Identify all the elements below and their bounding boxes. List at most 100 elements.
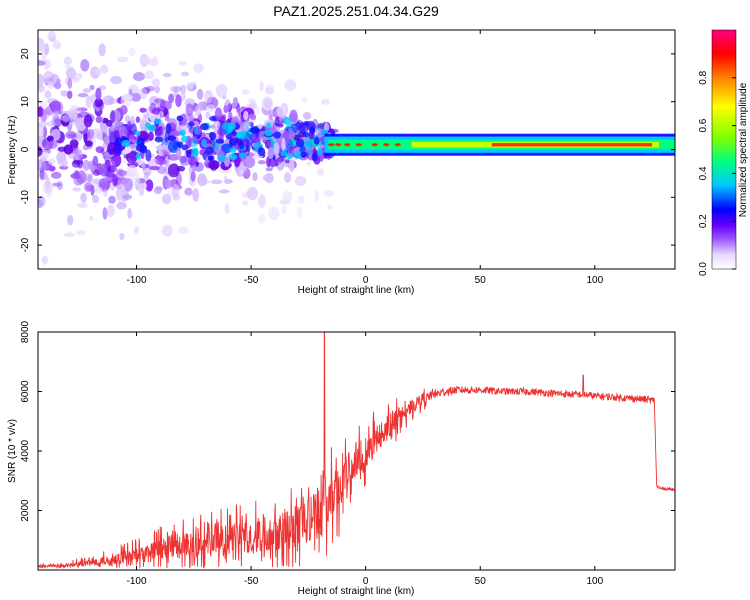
heatmap-blob (42, 180, 54, 194)
heatmap-blob (248, 98, 256, 104)
heatmap-blob (210, 124, 216, 129)
heatmap-blob (64, 64, 73, 69)
heatmap-blob (117, 56, 129, 63)
colorbar-label: Normalized spectral amplitude (738, 82, 749, 217)
heatmap-bright-spot (228, 153, 238, 161)
heatmap-blob (252, 171, 258, 182)
heatmap-blob (83, 114, 93, 128)
heatmap-blob (123, 177, 133, 192)
heatmap-blob (42, 254, 48, 267)
heatmap-blob (107, 165, 118, 173)
heatmap-blob (38, 160, 47, 172)
heatmap-blob (48, 139, 58, 150)
heatmap-bright-spot (300, 152, 308, 158)
heatmap-blob (154, 85, 161, 94)
heatmap-blob (43, 73, 53, 78)
heatmap-blob (138, 182, 145, 196)
heatmap-blob (111, 153, 122, 168)
heatmap-blob (165, 123, 172, 134)
heatmap-blob (223, 105, 229, 114)
heatmap-blob (281, 204, 287, 215)
heatmap-blob (190, 171, 196, 182)
heatmap-blob (210, 179, 223, 185)
heatmap-bright-spot (229, 147, 237, 153)
heatmap-bright-spot (265, 122, 271, 129)
heatmap-y-axis-label: Frequency (Hz) (7, 116, 18, 185)
heatmap-bright-spot (167, 135, 177, 141)
heatmap-bright-spot (154, 118, 162, 125)
heatmap-blob (257, 214, 266, 224)
stable-band-red-spot (394, 143, 401, 147)
heatmap-blob (38, 146, 43, 157)
heatmap-blob (204, 89, 213, 104)
heatmap-y-tick-label: 10 (20, 96, 31, 108)
heatmap-blob (82, 159, 91, 171)
heatmap-blob (179, 155, 188, 164)
heatmap-blob (178, 226, 189, 235)
heatmap-bright-spot (311, 153, 318, 162)
heatmap-blob (139, 118, 146, 131)
colorbar-tick-label: 0.2 (698, 214, 709, 228)
heatmap-blob (106, 204, 115, 218)
snr-x-tick-label: -50 (244, 576, 259, 587)
heatmap-blob (167, 163, 180, 178)
heatmap-blob (44, 62, 49, 71)
heatmap-blob (80, 58, 90, 72)
heatmap-blob (263, 98, 273, 109)
heatmap-blob (118, 125, 128, 139)
heatmap-blob (67, 133, 77, 138)
heatmap-blob (60, 90, 69, 97)
heatmap-blob (106, 119, 113, 128)
heatmap-blob (218, 189, 230, 194)
heatmap-blob (129, 123, 137, 136)
heatmap-blob (232, 97, 238, 107)
heatmap-blob (297, 195, 305, 204)
heatmap-blob (38, 84, 45, 93)
heatmap-blob (94, 186, 103, 195)
heatmap-blob (71, 159, 81, 168)
heatmap-blob (265, 140, 273, 148)
heatmap-bright-spot (200, 123, 209, 131)
heatmap-bright-spot (303, 120, 310, 126)
heatmap-blob (72, 108, 78, 121)
heatmap-blob (176, 147, 182, 160)
heatmap-blob (267, 147, 274, 160)
snr-y-tick-label: 6000 (20, 380, 31, 403)
colorbar-tick-label: 0.0 (698, 262, 709, 276)
heatmap-blob (143, 113, 150, 120)
heatmap-blob (289, 109, 298, 123)
heatmap-blob (184, 187, 193, 196)
heatmap-bright-spot (227, 122, 237, 130)
heatmap-bright-spot (285, 153, 294, 160)
heatmap-blob (161, 193, 172, 205)
heatmap-blob (47, 30, 56, 42)
heatmap-blob (38, 125, 45, 139)
colorbar-gradient (711, 29, 737, 270)
heatmap-blob (38, 115, 46, 123)
snr-y-tick-label: 2000 (20, 499, 31, 522)
heatmap-bright-spot (313, 136, 320, 145)
heatmap-blob (110, 75, 122, 85)
heatmap-blob (294, 175, 307, 186)
colorbar: 0.0 0.2 0.4 0.6 0.8 Normalized spectral ampl… (698, 29, 749, 276)
heatmap-blob (89, 84, 95, 91)
heatmap-bright-spot (140, 145, 148, 154)
heatmap-x-tick-label: 100 (586, 275, 603, 286)
heatmap-blob (56, 101, 64, 114)
heatmap-blob (108, 195, 116, 204)
heatmap-blob (67, 77, 73, 89)
heatmap-blob (49, 100, 62, 113)
heatmap-blob (152, 78, 161, 87)
heatmap-blob (178, 60, 187, 66)
heatmap-blob (63, 144, 74, 155)
heatmap-stable-band (324, 133, 675, 156)
stable-band-red-spot (383, 143, 390, 147)
heatmap-blob (194, 127, 199, 134)
heatmap-blob (52, 40, 62, 50)
heatmap-bright-spot (250, 126, 260, 134)
heatmap-blob (161, 224, 173, 237)
snr-y-tick-label: 4000 (20, 439, 31, 462)
heatmap-blob (284, 159, 291, 164)
heatmap-blob (92, 178, 104, 184)
